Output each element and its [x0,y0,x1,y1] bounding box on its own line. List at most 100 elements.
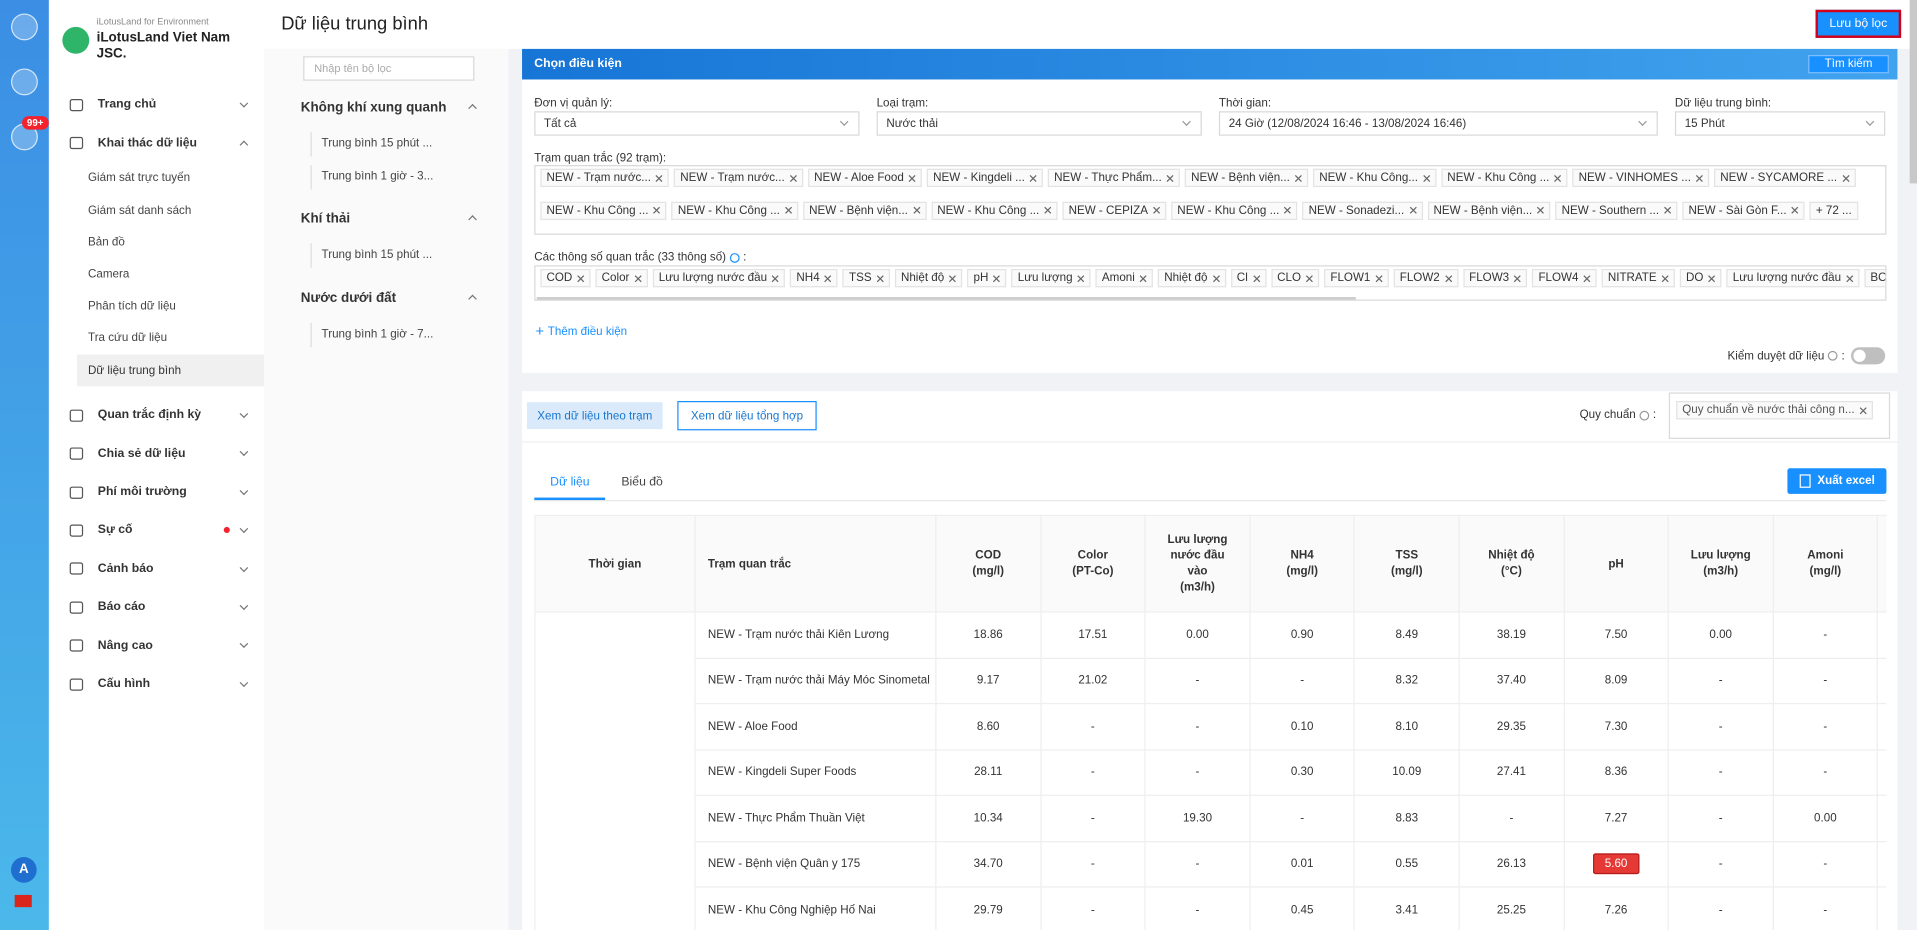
remove-icon[interactable] [1044,206,1052,214]
approval-toggle[interactable] [1850,347,1886,365]
remove-icon[interactable] [772,274,780,282]
remove-icon[interactable] [1664,206,1672,214]
remove-icon[interactable] [876,274,884,282]
stations-select[interactable]: NEW - Trạm nước... NEW - Trạm nước... NEW … [534,165,1887,235]
tab[interactable]: Biểu đồ [606,468,679,500]
remove-icon[interactable] [1252,274,1260,282]
remove-icon[interactable] [1077,274,1085,282]
remove-icon[interactable] [1859,406,1867,414]
remove-icon[interactable] [784,206,792,214]
remove-icon[interactable] [1294,174,1302,182]
tag-text: Quy chuẩn về nước thải công n... [1682,403,1855,417]
field-select[interactable]: 15 Phút [1674,111,1886,136]
station-cell: NEW - Trạm nước thải Kiên Lương [694,611,937,659]
separator [522,441,1898,443]
filter-search[interactable]: Nhập tên bộ lọc [303,56,475,81]
value-cell: 7.27 [1563,794,1670,842]
brand-small: iLotusLand for Environment [96,15,209,27]
field-select[interactable]: Tất cả [534,111,860,136]
apps-icon[interactable] [11,68,38,96]
menu-item[interactable]: Cảnh báo [49,550,264,588]
export-excel-button[interactable]: Xuất excel [1787,468,1887,494]
remove-icon[interactable] [1846,274,1854,282]
tab[interactable]: Dữ liệu [534,468,606,501]
tag: FLOW3 [1462,268,1528,288]
remove-icon[interactable] [789,174,797,182]
view-by-station-button[interactable]: Xem dữ liệu theo trạm [526,402,663,430]
remove-icon[interactable] [653,206,661,214]
remove-icon[interactable] [1166,174,1174,182]
filter-group[interactable]: Khí thải [301,212,477,226]
submenu: Giám sát trực tuyến Giám sát danh sách Bản… [77,162,265,387]
remove-icon[interactable] [1306,274,1314,282]
remove-icon[interactable] [634,274,642,282]
menu-item[interactable]: Trang chủ [49,86,264,124]
filter-group[interactable]: Không khí xung quanh [301,100,477,115]
submenu-item[interactable]: Giám sát danh sách [88,203,192,218]
filter-item[interactable]: Trung bình 15 phút ... [310,243,469,268]
header-line: Amoni [1807,548,1844,563]
remove-icon[interactable] [1375,274,1383,282]
menu-item[interactable]: Quan trắc định kỳ [49,396,264,434]
remove-icon[interactable] [908,174,916,182]
filter-item[interactable]: Trung bình 1 giờ - 3... [310,164,469,189]
remove-icon[interactable] [1029,174,1037,182]
params-select[interactable]: COD Color Lưu lượng nước đầu NH4 TSS Nhiệt độ… [534,265,1887,301]
app-icon[interactable] [11,13,38,41]
more-tag[interactable]: + 72 ... [1809,201,1858,220]
remove-icon[interactable] [949,274,957,282]
remove-icon[interactable] [1708,274,1716,282]
language-flag[interactable] [14,894,32,908]
remove-icon[interactable] [993,274,1001,282]
menu-item[interactable]: Cấu hình [49,665,264,703]
remove-icon[interactable] [1791,206,1799,214]
view-summary-button[interactable]: Xem dữ liệu tổng hợp [677,401,817,431]
add-condition[interactable]: + Thêm điều kiện [535,323,627,340]
submenu-item[interactable]: Dữ liệu trung bình [77,354,265,387]
submenu-item[interactable]: Giám sát trực tuyến [88,171,191,186]
remove-icon[interactable] [1842,174,1850,182]
remove-icon[interactable] [1284,206,1292,214]
remove-icon[interactable] [1444,274,1452,282]
menu-item[interactable]: Phí môi trường [49,473,264,511]
value-cell: 17.51 [1039,611,1146,659]
remove-icon[interactable] [1514,274,1522,282]
remove-icon[interactable] [577,274,585,282]
remove-icon[interactable] [824,274,832,282]
filter-item[interactable]: Trung bình 15 phút ... [310,132,469,157]
remove-icon[interactable] [1139,274,1147,282]
submenu-item[interactable]: Bản đồ [88,235,125,250]
menu-item[interactable]: Nâng cao [49,626,264,664]
avatar[interactable]: A [11,857,37,883]
filter-group[interactable]: Nước dưới đất [301,291,477,306]
remove-icon[interactable] [1153,206,1161,214]
submenu-item[interactable]: Phân tích dữ liệu [88,299,176,314]
remove-icon[interactable] [1212,274,1220,282]
value: 0.55 [1395,857,1419,871]
value: 7.50 [1604,628,1628,642]
field-select[interactable]: Nước thải [876,111,1202,136]
submenu-item[interactable]: Tra cứu dữ liệu [88,331,168,346]
filter-item[interactable]: Trung bình 1 giờ - 7... [310,322,469,348]
menu-item[interactable]: Sự cố [49,511,264,549]
remove-icon[interactable] [656,174,663,182]
remove-icon[interactable] [1661,274,1669,282]
value: 0.00 [1186,628,1209,642]
remove-icon[interactable] [1423,174,1431,182]
remove-icon[interactable] [1554,174,1562,182]
remove-icon[interactable] [1695,174,1703,182]
save-filter-button[interactable]: Lưu bộ lọc [1815,9,1902,38]
submenu-item[interactable]: Camera [88,267,130,282]
remove-icon[interactable] [1583,274,1591,282]
menu-item[interactable]: Báo cáo [49,588,264,626]
search-button[interactable]: Tìm kiếm [1808,55,1889,74]
remove-icon[interactable] [912,206,920,214]
remove-icon[interactable] [1409,206,1417,214]
field-select[interactable]: 24 Giờ (12/08/2024 16:46 - 13/08/2024 16… [1218,111,1658,136]
menu-item[interactable]: Khai thác dữ liệu [49,124,264,162]
value: 38.19 [1496,628,1526,642]
value-cell: 0.00 [1772,794,1879,842]
menu-item[interactable]: Chia sẻ dữ liệu [49,435,264,473]
remove-icon[interactable] [1537,206,1545,214]
standard-select[interactable]: Quy chuẩn về nước thải công n... [1668,392,1891,439]
